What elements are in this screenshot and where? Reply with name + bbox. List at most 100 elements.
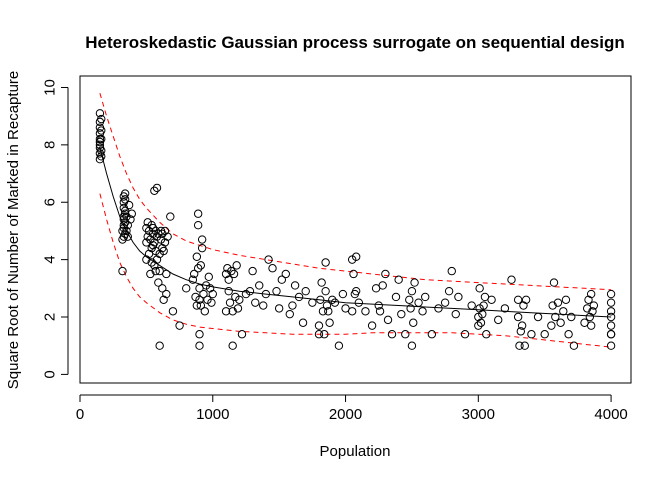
data-point [97,152,106,161]
data-point [274,304,284,313]
data-point [440,298,450,307]
data-point [97,146,106,155]
data-point [159,246,168,256]
data-point [548,301,557,310]
data-point [261,289,271,299]
data-point [147,258,156,267]
data-point [606,312,616,322]
data-point [225,298,235,307]
y-axis-label: Square Root of Number of Marked in Recap… [5,71,22,390]
data-point [516,327,525,336]
chart-title: Heteroskedastic Gaussian process surroga… [85,33,624,52]
data-point [317,278,326,287]
data-point [221,307,231,316]
data-point [479,301,488,310]
data-point [521,295,531,304]
data-point [328,295,337,304]
data-point [97,134,106,144]
mean-line [99,147,612,318]
data-point [95,109,105,118]
data-point [447,266,456,276]
data-point [351,286,361,296]
x-tick-label: 1000 [196,406,229,423]
data-point [151,266,160,276]
data-point [205,284,215,293]
y-axis: 0 2 4 6 8 10 [42,79,69,379]
data-point [142,255,151,264]
data-point [199,289,208,299]
data-point [584,295,593,304]
data-point [160,226,170,236]
data-point [351,252,361,261]
y-tick-label: 6 [42,198,59,206]
data-point [347,307,357,316]
data-point [288,301,297,310]
data-point [159,295,168,304]
y-tick-label: 4 [42,255,59,263]
data-point [361,307,370,316]
data-point [520,341,529,350]
data-point [228,307,237,316]
data-point [567,312,576,322]
data-point [394,275,403,284]
data-point [519,301,528,310]
data-point [383,315,393,325]
data-point [553,298,563,307]
data-points [95,109,616,350]
data-point [378,281,387,290]
data-point [193,264,203,273]
data-point [264,255,273,264]
data-point [500,304,510,313]
data-point [322,301,332,310]
data-point [375,307,385,316]
data-point [204,272,213,282]
data-point [410,278,419,287]
curves [99,93,612,348]
data-point [120,218,130,227]
data-point [235,295,244,304]
data-point [126,215,135,224]
data-point [245,286,255,296]
data-point [162,289,171,299]
data-point [606,298,616,307]
data-point [513,295,523,304]
data-point [549,278,559,287]
data-point [127,209,136,218]
data-point [188,275,198,284]
interval-lower-line [99,193,612,348]
data-point [207,298,216,307]
data-point [325,318,334,327]
data-point [123,220,132,230]
data-point [150,261,159,270]
data-point [160,238,170,247]
data-point [268,264,277,273]
data-point [251,298,260,307]
data-point [227,266,236,276]
data-point [517,321,527,330]
data-point [285,309,294,319]
data-point [401,330,410,339]
data-point [406,304,415,313]
data-point [120,189,130,198]
data-point [152,183,162,193]
data-point [391,292,401,302]
data-point [193,220,203,230]
data-point [589,301,599,310]
data-point [318,307,328,316]
data-point [467,301,476,310]
data-point [146,269,155,279]
data-point [166,212,175,221]
data-point [229,269,239,279]
data-point [551,312,560,322]
data-point [606,307,616,316]
data-point [122,226,131,236]
data-point [196,301,206,310]
data-point [367,321,377,330]
data-point [175,321,184,330]
data-point [556,318,565,327]
data-point [155,341,164,350]
y-tick-label: 8 [42,141,59,149]
data-point [193,209,203,218]
data-point [454,292,463,302]
